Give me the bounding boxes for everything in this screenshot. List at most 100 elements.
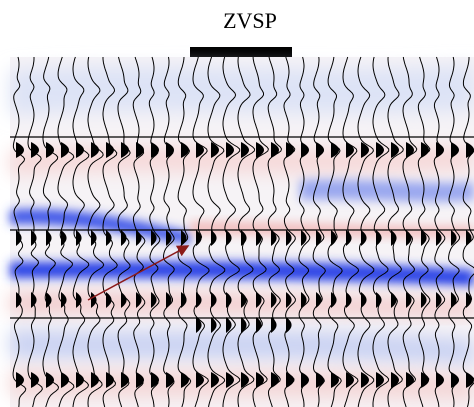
wiggle-lobe	[436, 142, 444, 158]
wiggle-lobe	[46, 142, 54, 158]
wiggle-lobe	[286, 317, 292, 333]
wiggle-lobe	[136, 142, 144, 158]
wiggle-lobe	[286, 372, 294, 388]
wiggle-lobe	[151, 372, 159, 388]
wiggle-lobe	[181, 230, 187, 246]
wiggle-trace	[312, 56, 326, 407]
wiggle-lobe	[151, 292, 157, 308]
wiggle-lobe	[271, 230, 277, 246]
figure-title: ZVSP	[223, 8, 277, 33]
wiggle-lobe	[391, 372, 399, 388]
wiggle-lobe	[271, 372, 279, 388]
wiggle-lobe	[451, 142, 459, 158]
wiggle-lobe	[106, 372, 114, 388]
wiggle-lobe	[241, 317, 247, 333]
wiggle-lobe	[361, 230, 367, 246]
wiggle-lobe	[391, 230, 397, 246]
wiggle-lobe	[391, 142, 399, 158]
amplitude-band	[10, 209, 190, 244]
wiggle-lobe	[376, 372, 384, 388]
wiggle-lobe	[451, 372, 459, 388]
wiggle-lobe	[301, 292, 307, 308]
wiggle-lobe	[181, 292, 187, 308]
wiggle-lobe	[211, 292, 217, 308]
wiggle-lobe	[91, 372, 99, 388]
wiggle-lobe	[406, 230, 412, 246]
wiggle-lobe	[16, 230, 22, 246]
wiggle-lobe	[241, 292, 247, 308]
wiggle-lobe	[286, 230, 292, 246]
wiggle-lobe	[196, 372, 204, 388]
wiggle-lobe	[106, 142, 114, 158]
wiggle-lobe	[211, 317, 217, 333]
wiggle-lobe	[196, 142, 204, 158]
arrow	[87, 245, 190, 301]
wiggle-trace	[462, 57, 474, 407]
wiggle-lobe	[46, 372, 54, 388]
wiggle-trace	[283, 56, 296, 407]
wiggle-lobe	[316, 230, 322, 246]
wiggle-lobe	[421, 372, 429, 388]
wiggle-trace	[298, 56, 311, 407]
wiggle-lobe	[436, 230, 442, 246]
wiggle-trace	[342, 56, 360, 407]
wiggle-trace	[177, 56, 192, 407]
wiggle-lobe	[166, 372, 174, 388]
wiggle-lobe	[241, 372, 249, 388]
wiggle-lobe	[121, 372, 129, 388]
wiggle-lobe	[241, 230, 247, 246]
wiggle-lobe	[286, 292, 292, 308]
wiggle-lobe	[331, 142, 339, 158]
wiggle-lobe	[16, 142, 24, 158]
wiggle-trace	[237, 56, 256, 407]
wiggle-trace	[192, 56, 210, 407]
wiggle-lobe	[301, 372, 309, 388]
wiggle-lobe	[211, 372, 219, 388]
wiggle-lobe	[136, 372, 144, 388]
wiggle-lobe	[271, 292, 277, 308]
wiggle-lobe	[346, 230, 352, 246]
wiggle-lobe	[91, 142, 99, 158]
amplitude-band	[10, 261, 474, 286]
wiggle-lobe	[361, 292, 367, 308]
wiggle-lobe	[451, 292, 457, 308]
wiggle-lobe	[61, 142, 69, 158]
wiggle-lobe	[256, 142, 264, 158]
amplitude-band	[300, 179, 474, 202]
wiggle-lobe	[406, 142, 414, 158]
wiggle-lobe	[61, 372, 69, 388]
wiggle-lobe	[346, 292, 352, 308]
wiggle-lobe	[16, 292, 22, 308]
wiggle-lobe	[301, 230, 307, 246]
wiggle-lobe	[76, 142, 84, 158]
wiggle-lobe	[406, 292, 412, 308]
wiggle-trace	[27, 57, 43, 407]
wiggle-lobe	[466, 230, 472, 246]
wiggle-lobe	[151, 230, 157, 246]
wiggle-lobe	[466, 142, 474, 158]
wiggle-lobe	[181, 372, 189, 388]
wiggle-lobe	[91, 230, 97, 246]
wiggle-lobe	[46, 292, 52, 308]
amplitude-band	[10, 65, 474, 115]
wiggle-lobe	[121, 230, 127, 246]
wiggle-trace	[372, 56, 390, 407]
wiggle-lobe	[316, 142, 324, 158]
wiggle-lobe	[76, 230, 82, 246]
wiggle-lobe	[16, 372, 24, 388]
wiggle-trace	[162, 56, 175, 407]
wiggle-trace	[148, 56, 161, 407]
wiggle-lobe	[211, 230, 217, 246]
wiggle-lobe	[361, 142, 369, 158]
wiggle-lobe	[301, 142, 309, 158]
wiggle-lobe	[151, 142, 159, 158]
wiggle-trace	[87, 56, 105, 407]
traces	[12, 56, 474, 407]
wiggle-trace	[448, 56, 461, 407]
wiggle-trace	[433, 56, 446, 407]
wiggle-lobe	[421, 292, 427, 308]
wiggle-trace	[72, 56, 90, 407]
wiggle-lobe	[376, 292, 382, 308]
